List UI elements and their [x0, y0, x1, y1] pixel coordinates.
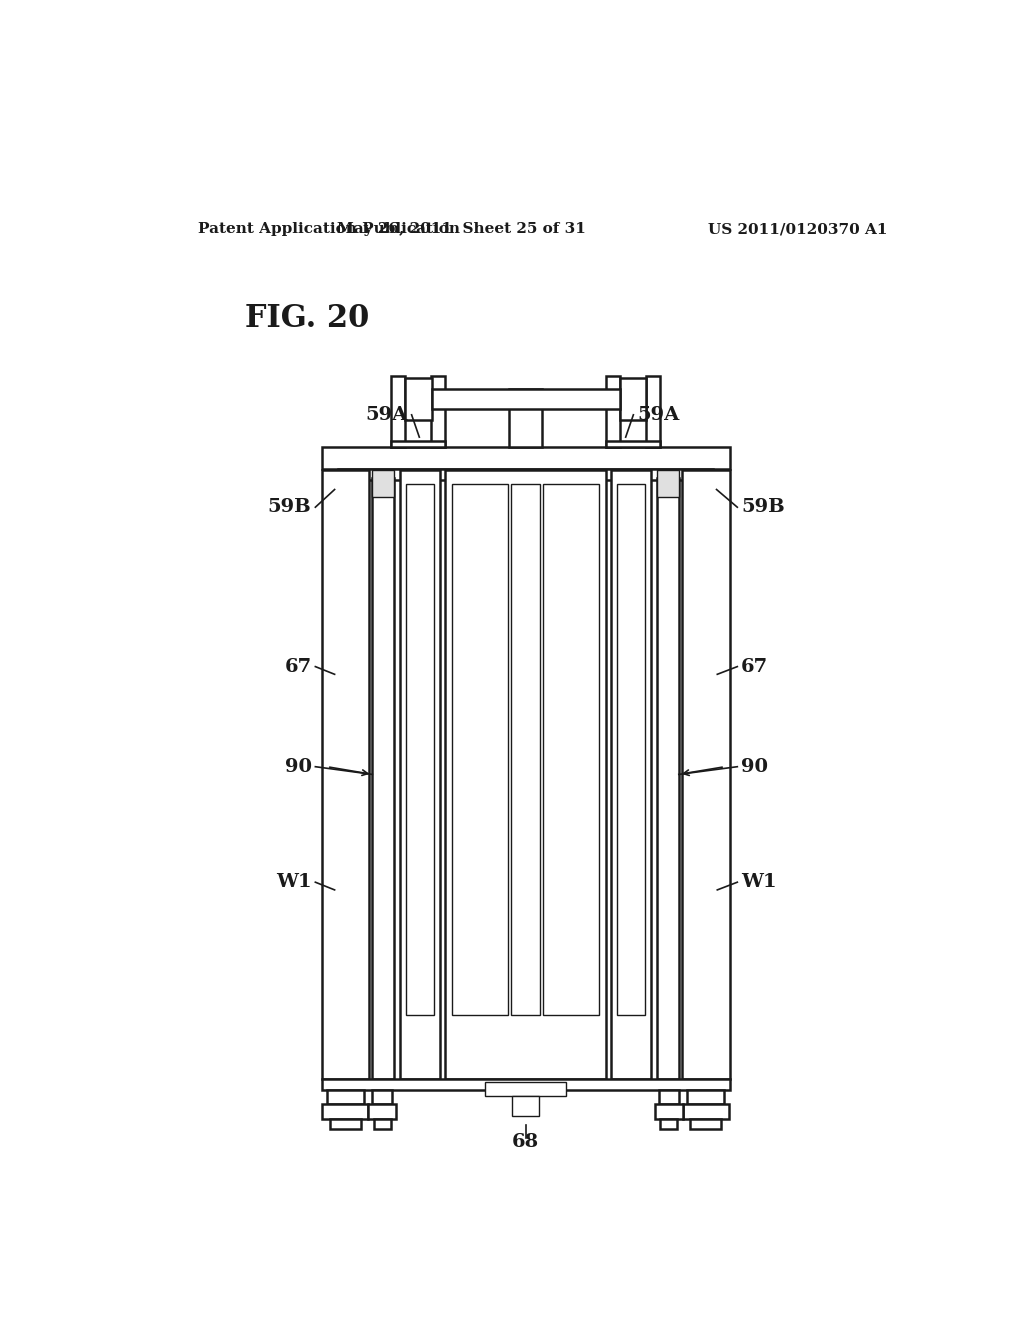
Bar [606, 376, 621, 447]
Bar [391, 376, 404, 447]
Bar [431, 376, 444, 447]
Bar [404, 378, 432, 420]
Bar [511, 484, 541, 1015]
Bar [646, 376, 660, 447]
Bar [330, 1119, 360, 1129]
Bar [400, 470, 440, 1078]
Text: Patent Application Publication: Patent Application Publication [199, 222, 461, 236]
Bar [339, 469, 713, 480]
Bar [374, 1119, 391, 1129]
Bar [373, 470, 394, 498]
Bar [373, 478, 394, 1078]
Bar [373, 1090, 392, 1104]
Text: May 26, 2011  Sheet 25 of 31: May 26, 2011 Sheet 25 of 31 [337, 222, 586, 236]
Bar [657, 470, 679, 498]
Bar [611, 470, 651, 1078]
Bar [391, 441, 444, 447]
Bar [323, 1104, 369, 1119]
Text: US 2011/0120370 A1: US 2011/0120370 A1 [708, 222, 888, 236]
Text: 68: 68 [512, 1134, 539, 1151]
Bar [655, 1104, 683, 1119]
Bar [620, 378, 646, 420]
Bar [690, 1119, 721, 1129]
Bar [660, 1119, 677, 1129]
Bar [617, 484, 645, 1015]
Bar [509, 389, 542, 447]
Bar [407, 484, 434, 1015]
Bar [682, 470, 730, 1078]
Bar [453, 484, 508, 1015]
Bar [544, 484, 599, 1015]
Text: 90: 90 [285, 758, 311, 776]
Bar [658, 1090, 679, 1104]
Text: 67: 67 [741, 657, 768, 676]
Bar [322, 1078, 730, 1090]
Text: FIG. 20: FIG. 20 [245, 304, 369, 334]
Bar [322, 447, 730, 469]
Bar [327, 1090, 364, 1104]
Bar [322, 470, 370, 1078]
Text: 59B: 59B [267, 498, 311, 516]
Bar [683, 1104, 729, 1119]
Text: 67: 67 [285, 657, 311, 676]
Text: W1: W1 [741, 874, 777, 891]
Bar [687, 1090, 724, 1104]
Bar [484, 1082, 566, 1096]
Text: 59A: 59A [366, 405, 408, 424]
Bar [512, 1096, 540, 1115]
Text: 59B: 59B [741, 498, 785, 516]
Text: 90: 90 [741, 758, 768, 776]
Text: 59A: 59A [637, 405, 680, 424]
Text: W1: W1 [275, 874, 311, 891]
Bar [369, 1104, 396, 1119]
Bar [657, 478, 679, 1078]
Bar [432, 389, 620, 409]
Bar [606, 441, 660, 447]
Bar [444, 470, 606, 1078]
